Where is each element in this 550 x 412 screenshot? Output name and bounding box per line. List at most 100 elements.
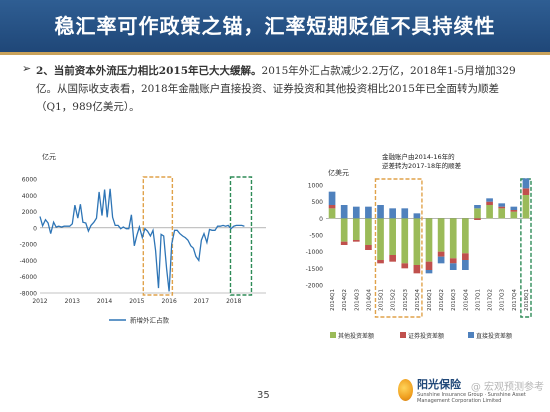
bar-2015Q1-直接投资差额 [377, 205, 384, 219]
x-tick-label: 2015Q4 [415, 289, 421, 311]
x-tick-label: 2016Q4 [463, 289, 469, 311]
legend-swatch-1 [400, 332, 406, 338]
x-tick-label: 2017Q2 [488, 289, 494, 311]
bar-2016Q4-证券投资差额 [462, 253, 469, 260]
y-tick-label: 1000 [308, 183, 323, 190]
bar-2016Q1-其他投资差额 [425, 218, 433, 262]
fx-reserve-chart: 亿元 6000 4000 2000 0 -2000 -4000 -6000 -8000 2012 2… [14, 145, 284, 330]
bullet-paragraph: 2、当前资本外流压力相比2015年已大大缓解。2015年外汇占款减少2.2万亿，… [22, 62, 532, 116]
y-tick-label: 0 [33, 225, 37, 232]
bar-2016Q2-其他投资差额 [437, 218, 445, 252]
bar-2014Q1-其他投资差额 [328, 208, 336, 219]
bar-2017Q1-直接投资差额 [474, 205, 481, 209]
bar-2017Q4-证券投资差额 [510, 210, 518, 212]
legend-label-0: 其他投资差额 [338, 332, 374, 340]
bar-2017Q3-直接投资差额 [498, 203, 506, 207]
bar-2015Q4-其他投资差额 [413, 218, 421, 265]
bar-2014Q2-直接投资差额 [340, 205, 348, 219]
x-tick-label: 2018Q1 [524, 289, 530, 311]
annotation-line-1: 金融账户由2014-16年的 [382, 152, 455, 161]
bar-2014Q2-证券投资差额 [340, 241, 348, 245]
x-tick-label: 2017Q4 [512, 289, 518, 311]
annotation-line-2: 逆差转为2017-18年的顺差 [382, 161, 462, 170]
x-tick-label: 2016Q3 [451, 289, 457, 311]
bar-2014Q4-其他投资差额 [365, 218, 372, 245]
x-tick-label: 2016 [162, 298, 177, 305]
logo-chinese-name: 阳光保险 [417, 378, 462, 391]
x-tick-label: 2015Q1 [379, 289, 385, 311]
bar-2015Q2-直接投资差额 [389, 208, 396, 219]
bar-2014Q3-其他投资差额 [352, 218, 360, 240]
watermark: @ 宏观预测参考 [470, 382, 544, 393]
x-tick-label: 2013 [65, 298, 80, 305]
page-number: 35 [257, 390, 270, 401]
bar-2016Q2-直接投资差额 [437, 256, 445, 264]
y-tick-label: 2000 [22, 209, 37, 216]
bar-2015Q3-其他投资差额 [401, 218, 409, 264]
y-tick-label: 0 [319, 216, 323, 223]
bullet-bold-text: 2、当前资本外流压力相比2015年已大大缓解。 [36, 65, 262, 77]
bar-2016Q3-其他投资差额 [449, 218, 457, 259]
bar-2017Q4-直接投资差额 [510, 206, 518, 210]
x-tick-label: 2017 [194, 298, 209, 305]
bar-2016Q1-直接投资差额 [425, 270, 433, 274]
bar-2018Q1-直接投资差额 [522, 178, 530, 189]
bar-2014Q3-直接投资差额 [352, 206, 360, 219]
financial-account-chart: 亿美元 金融账户由2014-16年的 逆差转为2017-18年的顺差 1000 500 0… [300, 145, 538, 345]
x-tick-label: 2014Q4 [366, 289, 372, 311]
bar-2017Q3-其他投资差额 [498, 208, 506, 219]
bar-2018Q1-其他投资差额 [522, 195, 530, 219]
bar-2016Q1-证券投资差额 [425, 261, 433, 270]
bar-2014Q3-证券投资差额 [352, 240, 360, 242]
y-tick-label: -6000 [20, 274, 38, 281]
y-tick-label: -2000 [306, 283, 324, 290]
bar-2015Q1-其他投资差额 [377, 218, 384, 260]
bar-2015Q4-直接投资差额 [413, 213, 421, 219]
x-tick-label: 2016Q1 [427, 289, 433, 311]
bar-2014Q1-直接投资差额 [328, 191, 336, 205]
y-tick-label: 4000 [22, 193, 37, 200]
logo-english-name: Sunshine Insurance Group · Sunshine Asse… [417, 392, 526, 404]
x-tick-label: 2015Q3 [403, 289, 409, 311]
bar-2016Q3-直接投资差额 [449, 263, 457, 270]
x-tick-label: 2012 [32, 298, 47, 305]
y-tick-label: 500 [312, 199, 324, 206]
bar-2017Q1-证券投资差额 [474, 218, 481, 220]
x-tick-label: 2017Q3 [500, 289, 506, 311]
bar-2018Q1-证券投资差额 [522, 188, 530, 195]
y-tick-label: 6000 [22, 177, 37, 184]
legend-swatch-0 [330, 332, 336, 338]
y-tick-label: -500 [309, 233, 323, 240]
bar-2017Q1-其他投资差额 [474, 208, 481, 219]
bar-2015Q3-证券投资差额 [401, 263, 409, 269]
series-line-fx-reserve [39, 188, 245, 292]
bullet-body-text: 2015年外汇占款减少2.2万亿，2018年1-5月增加329亿。从国际收支表看… [36, 65, 516, 113]
highlight-box-green [229, 176, 253, 296]
y-tick-label: -1000 [306, 249, 324, 256]
bar-2017Q2-证券投资差额 [486, 201, 493, 205]
y-tick-label: -2000 [20, 242, 38, 249]
bar-2016Q2-证券投资差额 [437, 251, 445, 257]
bar-2014Q1-证券投资差额 [328, 205, 336, 209]
y-tick-label: -8000 [20, 291, 38, 298]
slide-title: 稳汇率可作政策之锚，汇率短期贬值不具持续性 [0, 0, 550, 52]
highlight-box-orange [374, 178, 423, 318]
bar-2017Q3-证券投资差额 [498, 206, 506, 209]
bar-2014Q4-证券投资差额 [365, 245, 372, 250]
legend-swatch-2 [468, 332, 474, 338]
y-axis-label: 亿美元 [328, 168, 349, 177]
x-tick-label: 2017Q1 [475, 289, 481, 311]
x-tick-label: 2014Q1 [330, 289, 336, 311]
y-tick-label: -4000 [20, 258, 38, 265]
legend-label-1: 证券投资差额 [408, 332, 444, 340]
title-underline [0, 52, 550, 55]
sun-logo-icon [398, 379, 414, 401]
x-tick-label: 2014Q2 [342, 289, 348, 311]
bar-2015Q2-其他投资差额 [389, 218, 396, 255]
x-tick-label: 2015Q2 [391, 289, 397, 311]
legend-label-2: 直接投资差额 [476, 332, 512, 340]
x-tick-label: 2015 [129, 298, 144, 305]
company-logo: 阳光保险 Sunshine Insurance Group · Sunshine… [398, 376, 550, 404]
